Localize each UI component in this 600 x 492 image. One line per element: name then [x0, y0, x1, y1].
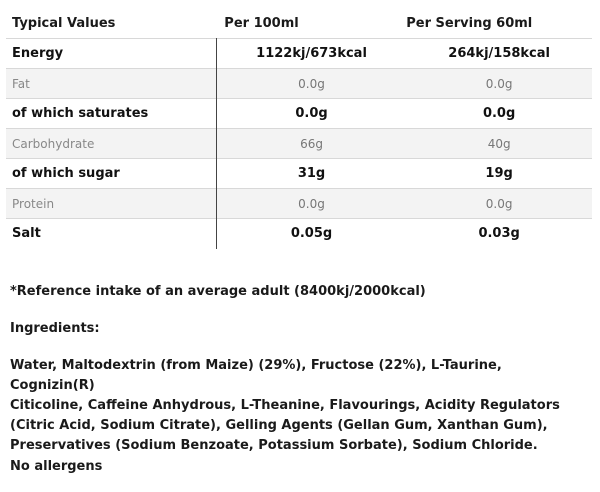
table-row: Salt 0.05g 0.03g	[6, 218, 592, 249]
row-per-serving: 264kj/158kcal	[448, 46, 550, 61]
row-per-100ml: 0.0g	[216, 68, 407, 99]
table-row: of which sugar 31g 19g	[6, 158, 592, 189]
ingredients-title: Ingredients:	[10, 321, 100, 336]
row-label: Protein	[6, 188, 217, 219]
reference-intake-note: *Reference intake of an average adult (8…	[10, 284, 426, 299]
row-per-100ml: 1122kj/673kcal	[256, 46, 367, 61]
row-per-100ml: 0.05g	[290, 226, 333, 241]
header-per-serving: Per Serving 60ml	[406, 8, 592, 39]
row-label: of which sugar	[6, 158, 217, 189]
table-row: Fat 0.0g 0.0g	[6, 68, 592, 99]
row-per-100ml: 66g	[216, 128, 407, 159]
row-label: Energy	[6, 38, 217, 69]
row-label: of which saturates	[6, 98, 217, 129]
table-row: Protein 0.0g 0.0g	[6, 188, 592, 219]
row-label: Fat	[6, 68, 217, 99]
allergens-note: No allergens	[10, 459, 103, 474]
row-per-serving: 0.03g	[478, 226, 520, 241]
row-per-serving: 40g	[406, 128, 592, 159]
nutrition-table: Typical Values Per 100ml Per Serving 60m…	[6, 8, 592, 249]
ingredients-line: Citicoline, Caffeine Anhydrous, L-Theani…	[10, 398, 560, 413]
header-per-100ml: Per 100ml	[216, 8, 407, 39]
row-label: Salt	[6, 218, 217, 249]
ingredients-list: Water, Maltodextrin (from Maize) (29%), …	[10, 356, 590, 456]
header-typical-values: Typical Values	[6, 8, 217, 39]
row-per-100ml: 0.0g	[295, 106, 328, 121]
row-label: Carbohydrate	[6, 128, 217, 159]
table-header-row: Typical Values Per 100ml Per Serving 60m…	[6, 8, 592, 39]
table-row: Energy 1122kj/673kcal 264kj/158kcal	[6, 38, 592, 69]
row-per-serving: 0.0g	[406, 68, 592, 99]
row-per-serving: 0.0g	[482, 106, 516, 121]
row-per-100ml: 0.0g	[216, 188, 407, 219]
table-row: Carbohydrate 66g 40g	[6, 128, 592, 159]
ingredients-line: (Citric Acid, Sodium Citrate), Gelling A…	[10, 418, 548, 433]
ingredients-line: Preservatives (Sodium Benzoate, Potassiu…	[10, 438, 538, 453]
ingredients-line: Water, Maltodextrin (from Maize) (29%), …	[10, 358, 502, 393]
row-per-100ml: 31g	[297, 166, 326, 181]
row-per-serving: 0.0g	[406, 188, 592, 219]
table-row: of which saturates 0.0g 0.0g	[6, 98, 592, 129]
row-per-serving: 19g	[485, 166, 513, 181]
